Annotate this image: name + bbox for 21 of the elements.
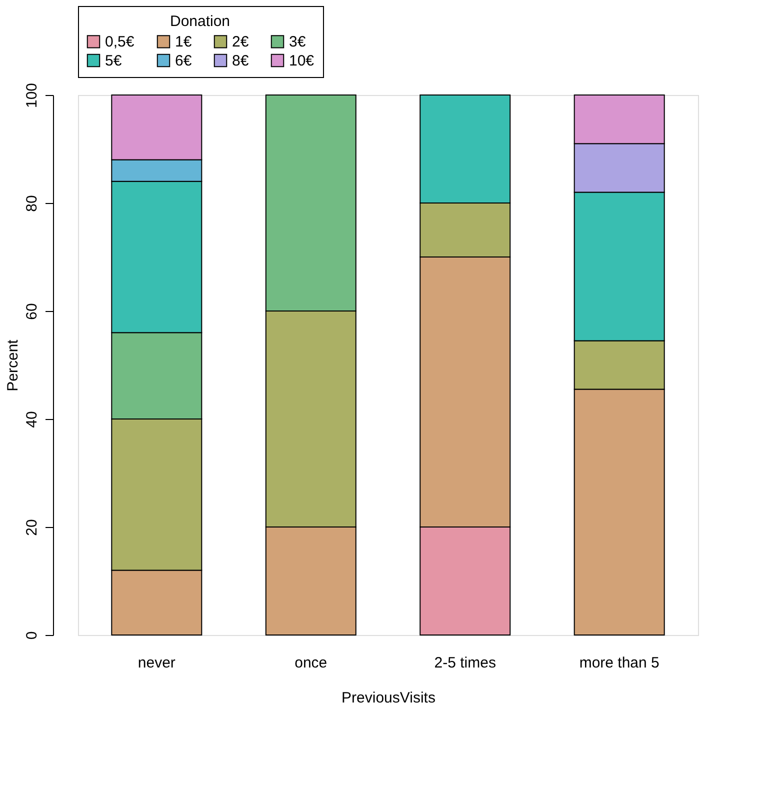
legend-label: 8€	[232, 52, 250, 70]
y-axis-title: Percent	[4, 338, 22, 392]
legend-label: 0,5€	[105, 34, 135, 51]
legend-label: 2€	[232, 34, 250, 51]
legend-label: 3€	[289, 34, 306, 51]
legend-title: Donation	[170, 13, 230, 30]
y-tick-label: 60	[24, 303, 40, 320]
legend-label: 10€	[289, 52, 315, 70]
y-tick-label: 40	[24, 411, 40, 428]
x-tick-label: once	[294, 654, 328, 672]
legend-label: 5€	[105, 52, 122, 70]
legend-label: 6€	[175, 52, 192, 70]
y-tick-label: 100	[24, 82, 40, 108]
y-tick-label: 20	[24, 519, 40, 536]
x-tick-label: 2-5 times	[434, 654, 496, 672]
x-axis-title: PreviousVisits	[342, 690, 436, 706]
x-tick-label: never	[138, 654, 176, 672]
y-tick-label: 80	[24, 195, 40, 212]
y-tick-label: 0	[24, 631, 40, 640]
legend-label: 1€	[175, 34, 192, 51]
x-tick-label: more than 5	[579, 654, 660, 672]
